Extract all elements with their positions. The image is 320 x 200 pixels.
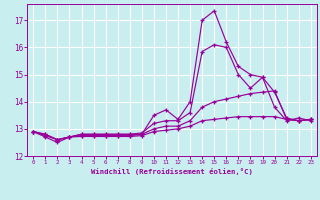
X-axis label: Windchill (Refroidissement éolien,°C): Windchill (Refroidissement éolien,°C): [91, 168, 253, 175]
